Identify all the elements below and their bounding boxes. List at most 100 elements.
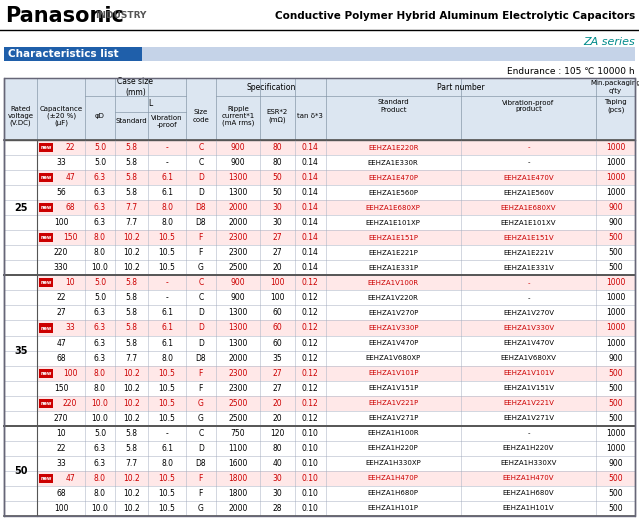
Text: C: C	[198, 429, 203, 438]
Bar	[4, 215, 37, 230]
Text: 10.0: 10.0	[91, 504, 109, 513]
Text: new: new	[41, 371, 52, 375]
Text: 20: 20	[273, 399, 282, 408]
Text: G: G	[198, 414, 204, 423]
Text: 20: 20	[273, 263, 282, 272]
Text: 1300: 1300	[228, 323, 248, 332]
Text: 5.8: 5.8	[125, 323, 137, 332]
Text: 1000: 1000	[606, 293, 626, 303]
Text: 10.5: 10.5	[158, 249, 176, 257]
Text: C: C	[198, 143, 203, 152]
Bar	[4, 396, 37, 411]
Text: new: new	[41, 205, 52, 210]
Text: 33: 33	[65, 323, 75, 332]
Text: 220: 220	[54, 249, 68, 257]
Text: Size
code: Size code	[192, 110, 209, 123]
Bar	[37, 155, 635, 170]
Text: 0.14: 0.14	[302, 173, 318, 182]
Text: 500: 500	[608, 249, 623, 257]
Text: 900: 900	[231, 143, 245, 152]
Text: 10.5: 10.5	[158, 384, 176, 393]
Bar	[4, 47, 142, 61]
Text: 1000: 1000	[606, 143, 626, 152]
Text: D: D	[198, 173, 204, 182]
Bar	[37, 185, 635, 200]
Text: F: F	[199, 489, 203, 498]
Bar	[39, 233, 53, 242]
Bar	[39, 143, 53, 152]
Text: D: D	[198, 308, 204, 317]
Bar	[37, 441, 635, 456]
Text: EEHZA1V270V: EEHZA1V270V	[503, 310, 554, 316]
Text: EEHZA1V270P: EEHZA1V270P	[368, 310, 419, 316]
Text: EEHZA1H330XV: EEHZA1H330XV	[500, 460, 557, 466]
Text: 0.14: 0.14	[302, 218, 318, 227]
Text: 80: 80	[273, 143, 282, 152]
Text: 5.0: 5.0	[94, 429, 106, 438]
Text: C: C	[198, 293, 203, 303]
Text: 0.12: 0.12	[302, 339, 318, 347]
Text: -: -	[527, 145, 530, 150]
Text: EEHZA1E220R: EEHZA1E220R	[368, 145, 419, 150]
Text: EEHZA1E221P: EEHZA1E221P	[368, 250, 418, 256]
Text: EEHZA1H680P: EEHZA1H680P	[368, 490, 419, 497]
Text: 60: 60	[272, 323, 282, 332]
Text: EEHZA1V680XP: EEHZA1V680XP	[366, 355, 421, 361]
Bar	[39, 173, 53, 182]
Text: 6.3: 6.3	[94, 459, 106, 468]
Text: -: -	[166, 278, 169, 288]
Text: 8.0: 8.0	[94, 249, 106, 257]
Text: 120: 120	[270, 429, 284, 438]
Text: 1000: 1000	[606, 429, 626, 438]
Text: 6.3: 6.3	[94, 188, 106, 197]
Bar	[4, 305, 37, 320]
Text: G: G	[198, 263, 204, 272]
Text: 6.3: 6.3	[94, 323, 106, 332]
Text: 6.3: 6.3	[94, 203, 106, 212]
Text: EEHZA1H101V: EEHZA1H101V	[503, 505, 555, 512]
Text: 0.10: 0.10	[302, 444, 318, 453]
Text: 0.12: 0.12	[302, 278, 318, 288]
Text: tan δ*3: tan δ*3	[297, 113, 323, 119]
Text: EEHZA1H100R: EEHZA1H100R	[367, 430, 419, 436]
Text: 5.8: 5.8	[125, 173, 137, 182]
Text: Min.packaging
q'ty: Min.packaging q'ty	[590, 81, 639, 94]
Bar	[37, 396, 635, 411]
Bar	[37, 230, 635, 245]
Text: 10.0: 10.0	[91, 399, 109, 408]
Text: 500: 500	[608, 504, 623, 513]
Text: EEHZA1V680XV: EEHZA1V680XV	[500, 355, 557, 361]
Text: 330: 330	[54, 263, 68, 272]
Text: 33: 33	[56, 158, 66, 167]
Text: D8: D8	[196, 354, 206, 362]
Text: 1300: 1300	[228, 339, 248, 347]
Bar	[4, 276, 37, 290]
Text: D8: D8	[196, 218, 206, 227]
Bar	[37, 305, 635, 320]
Text: EEHZA1E470P: EEHZA1E470P	[368, 175, 419, 180]
Text: 150: 150	[63, 233, 77, 242]
Text: 8.0: 8.0	[94, 489, 106, 498]
Text: EEHZA1E221V: EEHZA1E221V	[504, 250, 554, 256]
Text: 1000: 1000	[606, 323, 626, 332]
Text: Rated
voltage
(V.DC): Rated voltage (V.DC)	[8, 106, 34, 126]
Text: 1600: 1600	[228, 459, 248, 468]
Bar	[4, 441, 37, 456]
Text: 5.8: 5.8	[125, 278, 137, 288]
Text: EEHZA1H330XP: EEHZA1H330XP	[366, 460, 421, 466]
Text: Standard
Product: Standard Product	[378, 99, 409, 112]
Text: F: F	[199, 384, 203, 393]
Bar	[37, 215, 635, 230]
Text: 27: 27	[273, 369, 282, 378]
Text: 80: 80	[273, 158, 282, 167]
Bar	[37, 200, 635, 215]
Text: 5.8: 5.8	[125, 444, 137, 453]
Text: 0.12: 0.12	[302, 369, 318, 378]
Text: 10: 10	[56, 429, 66, 438]
Bar	[4, 170, 37, 185]
Text: 50: 50	[272, 173, 282, 182]
Text: INDUSTRY: INDUSTRY	[95, 11, 146, 20]
Text: 7.7: 7.7	[125, 203, 137, 212]
Text: D8: D8	[196, 459, 206, 468]
Text: 0.10: 0.10	[302, 489, 318, 498]
